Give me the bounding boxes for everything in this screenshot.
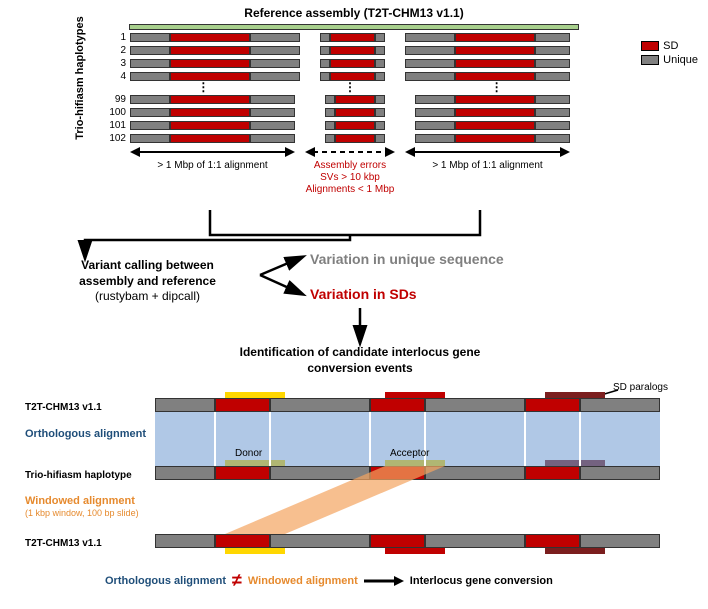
ident-l1: Identification of candidate interlocus g…: [150, 345, 570, 361]
track-ref-bot: [155, 534, 660, 548]
bl-windowed: Windowed alignment: [248, 575, 358, 587]
bl-arrow: [364, 575, 404, 587]
variant-call-label: Variant calling between assembly and ref…: [40, 258, 255, 305]
ref-top-label: T2T-CHM13 v1.1: [25, 402, 102, 413]
bottom-legend: Orthologous alignment ≠ Windowed alignme…: [105, 570, 553, 591]
branch-sd: Variation in SDs: [310, 285, 417, 303]
branch-unique: Variation in unique sequence: [310, 250, 504, 268]
ortho-align-label: Orthologous alignment: [25, 428, 146, 440]
bot-dark: [545, 548, 605, 554]
alignment-shapes: [155, 412, 665, 534]
track-ref-top: [155, 398, 660, 412]
ident-label: Identification of candidate interlocus g…: [150, 345, 570, 376]
y-axis-label: Trio-hifiasm haplotypes: [74, 8, 86, 148]
donor-label: Donor: [235, 448, 262, 459]
vc-line3: (rustybam + dipcall): [40, 289, 255, 305]
bot-yellow: [225, 548, 285, 554]
flow-section: Variant calling between assembly and ref…: [0, 180, 708, 380]
alignment-arrows: > 1 Mbp of 1:1 alignment> 1 Mbp of 1:1 a…: [130, 144, 570, 174]
sd-paralogs-label: SD paralogs: [613, 382, 668, 393]
ref-title: Reference assembly (T2T-CHM13 v1.1): [0, 0, 708, 20]
haplotype-block: Trio-hifiasm haplotypes 1234⋮⋮⋮991001011…: [100, 32, 708, 144]
bl-neq: ≠: [232, 570, 242, 591]
acceptor-label: Acceptor: [390, 448, 429, 459]
bl-ortho: Orthologous alignment: [105, 575, 226, 587]
reference-bar: [129, 24, 579, 30]
wl1: Windowed alignment: [25, 495, 150, 508]
haplo-label: Trio-hifiasm haplotype: [25, 470, 132, 481]
bl-result: Interlocus gene conversion: [410, 575, 553, 587]
vc-line1: Variant calling between: [40, 258, 255, 274]
windowed-align-label: Windowed alignment (1 kbp window, 100 bp…: [25, 495, 150, 519]
bot-red: [385, 548, 445, 554]
ref-bot-label: T2T-CHM13 v1.1: [25, 538, 102, 549]
vc-line2: assembly and reference: [40, 274, 255, 290]
legend: SDUnique: [641, 40, 698, 68]
bottom-diagram: SD paralogs T2T-CHM13 v1.1 Trio-hifiasm …: [25, 380, 680, 605]
ident-l2: conversion events: [150, 361, 570, 377]
wl2: (1 kbp window, 100 bp slide): [25, 508, 150, 519]
